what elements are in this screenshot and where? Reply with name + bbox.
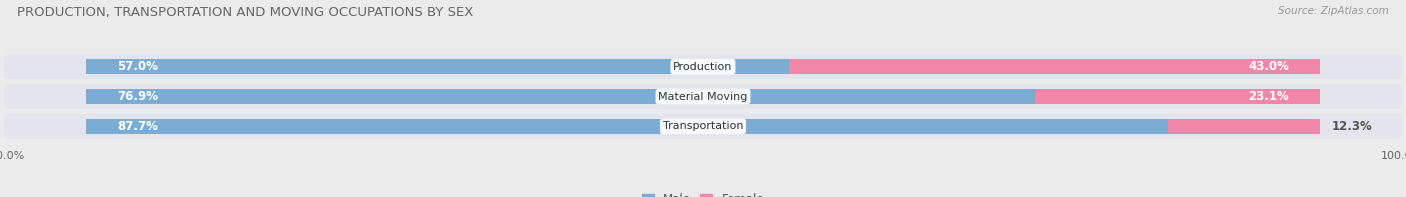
Text: 57.0%: 57.0% bbox=[117, 60, 157, 73]
Text: Material Moving: Material Moving bbox=[658, 92, 748, 101]
Text: Production: Production bbox=[673, 62, 733, 72]
Text: PRODUCTION, TRANSPORTATION AND MOVING OCCUPATIONS BY SEX: PRODUCTION, TRANSPORTATION AND MOVING OC… bbox=[17, 6, 474, 19]
FancyBboxPatch shape bbox=[4, 114, 1402, 139]
Bar bbox=[86, 119, 1168, 134]
Bar bbox=[1168, 119, 1320, 134]
Bar bbox=[86, 59, 789, 74]
FancyBboxPatch shape bbox=[4, 84, 1402, 109]
Text: 12.3%: 12.3% bbox=[1331, 120, 1372, 133]
Text: 87.7%: 87.7% bbox=[117, 120, 157, 133]
FancyBboxPatch shape bbox=[4, 54, 1402, 79]
Text: 43.0%: 43.0% bbox=[1249, 60, 1289, 73]
Text: 23.1%: 23.1% bbox=[1249, 90, 1289, 103]
Text: Source: ZipAtlas.com: Source: ZipAtlas.com bbox=[1278, 6, 1389, 16]
Text: 76.9%: 76.9% bbox=[117, 90, 157, 103]
Bar bbox=[789, 59, 1320, 74]
Bar bbox=[1035, 89, 1320, 104]
Text: Transportation: Transportation bbox=[662, 121, 744, 131]
Bar bbox=[86, 89, 1035, 104]
Legend: Male, Female: Male, Female bbox=[637, 188, 769, 197]
